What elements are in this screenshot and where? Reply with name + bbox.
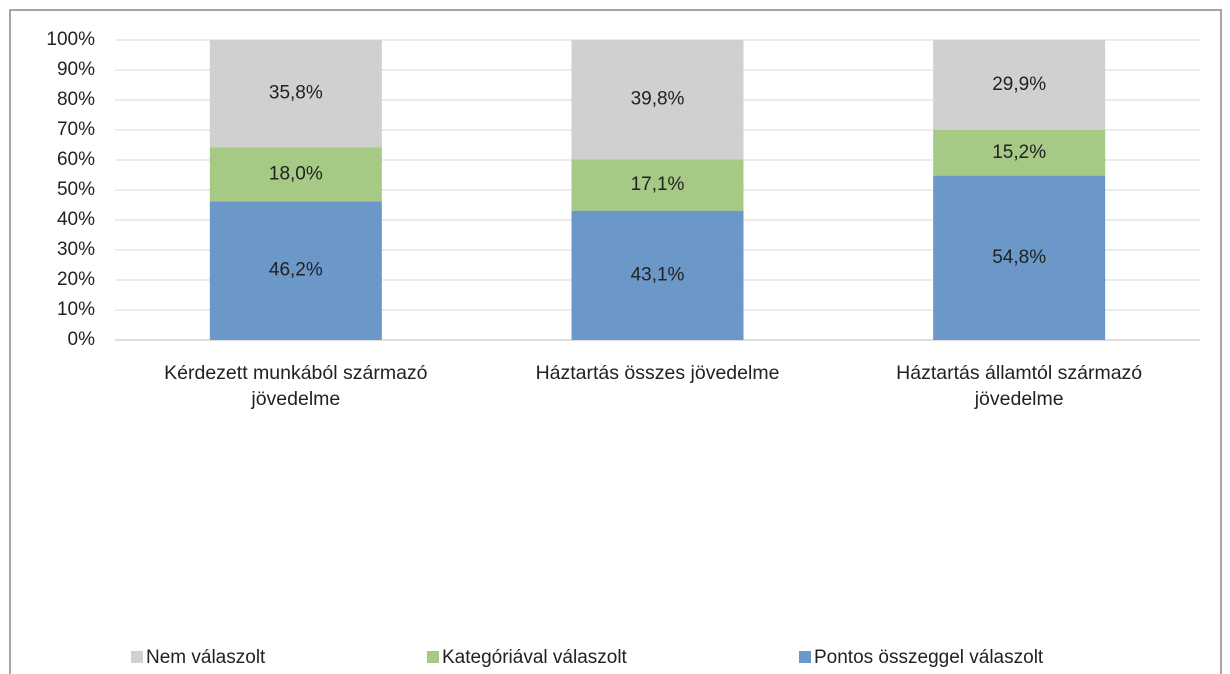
legend-swatch xyxy=(427,651,439,663)
y-tick-label: 40% xyxy=(57,209,95,230)
bar-segment xyxy=(933,130,1106,176)
y-tick-label: 80% xyxy=(57,89,95,110)
chart-frame xyxy=(9,9,1222,674)
bar-segment xyxy=(209,40,382,148)
y-tick-label: 30% xyxy=(57,239,95,260)
y-tick-label: 100% xyxy=(46,29,95,50)
value-label: 35,8% xyxy=(269,83,323,104)
value-label: 39,8% xyxy=(631,89,685,110)
value-label: 17,1% xyxy=(631,174,685,195)
bar-segment xyxy=(571,159,744,211)
bar-segment xyxy=(209,201,382,340)
value-label: 18,0% xyxy=(269,163,323,184)
y-tick-label: 20% xyxy=(57,269,95,290)
legend-label: Nem válaszolt xyxy=(146,647,266,668)
value-label: 29,9% xyxy=(992,74,1046,95)
bar-segment xyxy=(933,40,1106,130)
x-tick-label: Háztartás államtól származó jövedelme xyxy=(896,362,1143,410)
y-tick-label: 0% xyxy=(68,329,96,350)
y-tick-label: 60% xyxy=(57,149,95,170)
y-tick-label: 10% xyxy=(57,299,95,320)
legend-label: Kategóriával válaszolt xyxy=(442,647,628,668)
value-label: 43,1% xyxy=(631,264,685,285)
y-tick-label: 90% xyxy=(57,59,95,80)
x-tick-label: Kérdezett munkából származó jövedelme xyxy=(164,362,428,410)
bar-segment xyxy=(209,147,382,202)
bar-segment xyxy=(933,175,1106,340)
legend-swatch xyxy=(799,651,811,663)
legend-swatch xyxy=(131,651,143,663)
bar-segment xyxy=(571,210,744,340)
y-tick-label: 50% xyxy=(57,179,95,200)
legend-label: Pontos összeggel válaszolt xyxy=(814,647,1044,668)
value-label: 54,8% xyxy=(992,247,1046,268)
x-tick-label: Háztartás összes jövedelme xyxy=(535,362,780,384)
value-label: 15,2% xyxy=(992,142,1046,163)
bar-segment xyxy=(571,40,744,160)
value-label: 46,2% xyxy=(269,260,323,281)
y-tick-label: 70% xyxy=(57,119,95,140)
